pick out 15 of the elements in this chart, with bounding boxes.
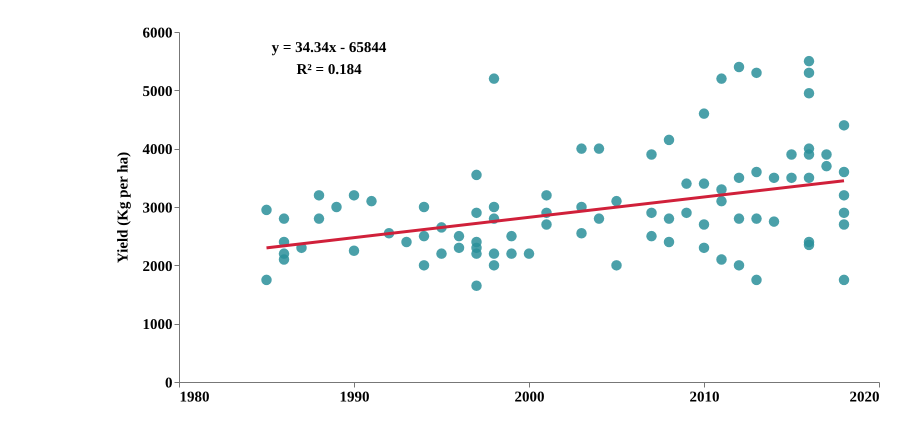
x-tick-label: 2000 — [514, 390, 544, 406]
y-tick-label: 6000 — [142, 26, 172, 42]
x-tick-label: 1990 — [340, 390, 370, 406]
x-tick-label: 2010 — [690, 390, 720, 406]
y-tick-label: 5000 — [142, 84, 172, 100]
y-tick-label: 4000 — [142, 142, 172, 158]
x-tick-label: 1980 — [180, 390, 210, 406]
y-tick-label: 2000 — [142, 258, 172, 275]
annotation: y = 34.34x - 65844 — [272, 40, 387, 56]
y-tick-label: 1000 — [142, 317, 172, 334]
y-tick-label: 3000 — [142, 200, 172, 216]
y-tick-label: 0 — [165, 376, 172, 392]
x-tick-label: 2020 — [850, 390, 880, 406]
y-axis-title: Yield (Kg per ha) — [116, 152, 132, 264]
annotation: R² = 0.184 — [296, 62, 362, 78]
